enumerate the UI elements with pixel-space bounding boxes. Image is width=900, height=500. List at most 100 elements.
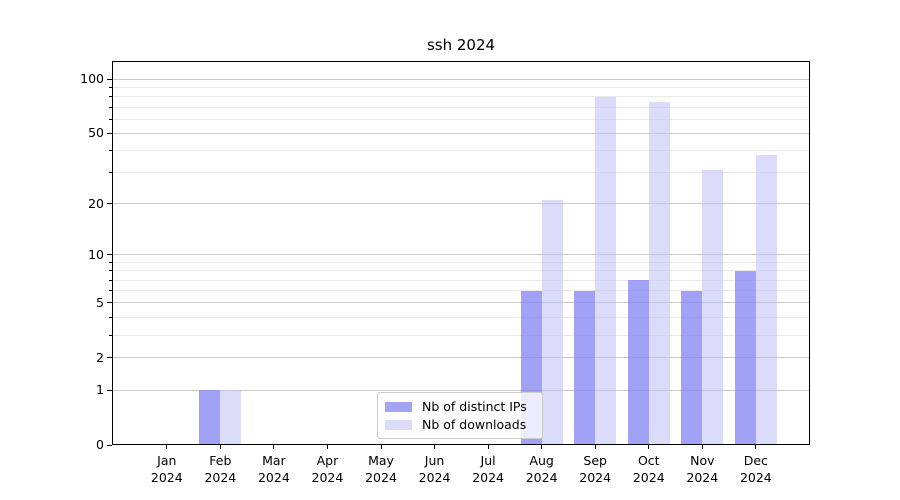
gridline-minor <box>112 316 810 318</box>
bar-downloads-dec <box>755 154 777 445</box>
y-tick-mark <box>107 302 112 304</box>
gridline-major <box>112 302 810 304</box>
gridline-major <box>112 389 810 391</box>
x-tick-label-oct: Oct 2024 <box>618 452 680 486</box>
bar-downloads-nov <box>702 170 724 445</box>
chart-legend: Nb of distinct IPs Nb of downloads <box>377 392 543 439</box>
x-tick-label-may: May 2024 <box>350 452 412 486</box>
x-tick-mark <box>755 445 757 449</box>
x-tick-label-line: 2024 <box>739 470 772 485</box>
gridline-minor <box>112 334 810 336</box>
y-minor-tick-mark <box>109 261 112 263</box>
bar-distinct-ips-nov <box>681 290 703 445</box>
x-tick-label-line: 2024 <box>365 470 397 485</box>
bar-downloads-feb <box>220 390 242 445</box>
gridline-major <box>112 203 810 205</box>
x-tick-mark <box>166 445 168 449</box>
gridline-major <box>112 254 810 256</box>
x-tick-label-line: Feb <box>209 453 232 468</box>
x-tick-label-feb: Feb 2024 <box>189 452 251 486</box>
y-minor-tick-mark <box>109 279 112 281</box>
y-tick-label: 10 <box>88 246 104 262</box>
gridline-major <box>112 357 810 359</box>
x-tick-mark <box>701 445 703 449</box>
legend-swatch-downloads <box>385 419 412 430</box>
gridline-minor <box>112 106 810 108</box>
y-tick-label: 1 <box>96 382 104 398</box>
x-tick-label-dec: Dec 2024 <box>725 452 787 486</box>
y-minor-tick-mark <box>109 150 112 152</box>
y-tick-mark <box>107 357 112 359</box>
x-tick-label-line: Aug <box>529 453 554 468</box>
bar-distinct-ips-sep <box>574 290 596 445</box>
y-minor-tick-mark <box>109 96 112 98</box>
x-tick-mark <box>541 445 543 449</box>
x-tick-label-line: Nov <box>690 453 715 468</box>
y-minor-tick-mark <box>109 118 112 120</box>
bar-distinct-ips-feb <box>199 390 221 445</box>
gridline-minor <box>112 290 810 292</box>
y-tick-mark <box>107 254 112 256</box>
bar-distinct-ips-oct <box>627 280 649 445</box>
y-tick-label: 20 <box>88 195 104 211</box>
x-tick-label-line: 2024 <box>686 470 719 485</box>
x-tick-label-line: 2024 <box>311 470 344 485</box>
x-tick-mark <box>219 445 221 449</box>
gridline-minor <box>112 118 810 120</box>
x-tick-label-nov: Nov 2024 <box>671 452 733 486</box>
x-tick-label-line: 2024 <box>525 470 558 485</box>
x-tick-label-line: Apr <box>316 453 339 468</box>
x-tick-label-line: Sep <box>583 453 607 468</box>
x-tick-label-line: Dec <box>743 453 768 468</box>
y-minor-tick-mark <box>109 334 112 336</box>
x-tick-label-line: May <box>368 453 394 468</box>
legend-label-distinct-ips: Nb of distinct IPs <box>422 399 527 414</box>
x-tick-mark <box>380 445 382 449</box>
gridline-minor <box>112 270 810 272</box>
x-tick-label-mar: Mar 2024 <box>243 452 305 486</box>
x-tick-label-line: Jan <box>157 453 177 468</box>
legend-label-downloads: Nb of downloads <box>422 417 527 432</box>
x-tick-label-line: 2024 <box>418 470 451 485</box>
x-tick-label-line: 2024 <box>632 470 665 485</box>
legend-item-distinct-ips: Nb of distinct IPs <box>385 399 534 414</box>
gridline-major <box>112 78 810 80</box>
y-tick-label: 5 <box>96 294 104 310</box>
y-tick-label: 0 <box>96 437 104 452</box>
gridline-minor <box>112 261 810 263</box>
x-tick-label-line: 2024 <box>579 470 612 485</box>
y-minor-tick-mark <box>109 290 112 292</box>
y-minor-tick-mark <box>109 172 112 174</box>
y-tick-mark <box>107 203 112 205</box>
x-tick-mark <box>648 445 650 449</box>
x-tick-mark <box>273 445 275 449</box>
x-tick-label-line: Oct <box>637 453 660 468</box>
x-tick-label-line: Jun <box>424 453 445 468</box>
y-tick-mark <box>107 78 112 80</box>
gridline-minor <box>112 279 810 281</box>
x-tick-label-line: 2024 <box>150 470 183 485</box>
chart-title: ssh 2024 <box>426 36 496 54</box>
y-tick-mark <box>107 132 112 134</box>
x-tick-label-line: 2024 <box>472 470 504 485</box>
gridline-major <box>112 132 810 134</box>
x-tick-label-sep: Sep 2024 <box>564 452 626 486</box>
y-minor-tick-mark <box>109 270 112 272</box>
y-tick-label: 2 <box>96 349 104 365</box>
y-minor-tick-mark <box>109 106 112 108</box>
x-tick-label-jan: Jan 2024 <box>136 452 198 486</box>
gridline-minor <box>112 150 810 152</box>
x-tick-mark <box>434 445 436 449</box>
bar-distinct-ips-dec <box>734 270 756 445</box>
y-tick-label: 100 <box>80 71 104 87</box>
x-tick-label-apr: Apr 2024 <box>296 452 358 486</box>
gridline-minor <box>112 172 810 174</box>
y-tick-mark <box>107 444 112 446</box>
gridline-minor <box>112 96 810 98</box>
x-tick-mark <box>594 445 596 449</box>
x-tick-label-jul: Jul 2024 <box>457 452 519 486</box>
y-minor-tick-mark <box>109 316 112 318</box>
bar-downloads-sep <box>595 96 617 445</box>
bar-downloads-aug <box>541 199 563 445</box>
y-minor-tick-mark <box>109 86 112 88</box>
